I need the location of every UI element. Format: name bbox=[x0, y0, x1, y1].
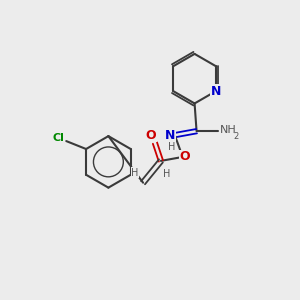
Text: H: H bbox=[168, 142, 176, 152]
Text: O: O bbox=[146, 129, 156, 142]
Text: Cl: Cl bbox=[52, 133, 64, 143]
Text: N: N bbox=[211, 85, 221, 98]
Text: 2: 2 bbox=[234, 132, 239, 141]
Text: NH: NH bbox=[220, 125, 237, 135]
Text: N: N bbox=[165, 129, 175, 142]
Text: H: H bbox=[131, 168, 139, 178]
Text: O: O bbox=[179, 150, 190, 164]
Text: H: H bbox=[163, 169, 170, 179]
